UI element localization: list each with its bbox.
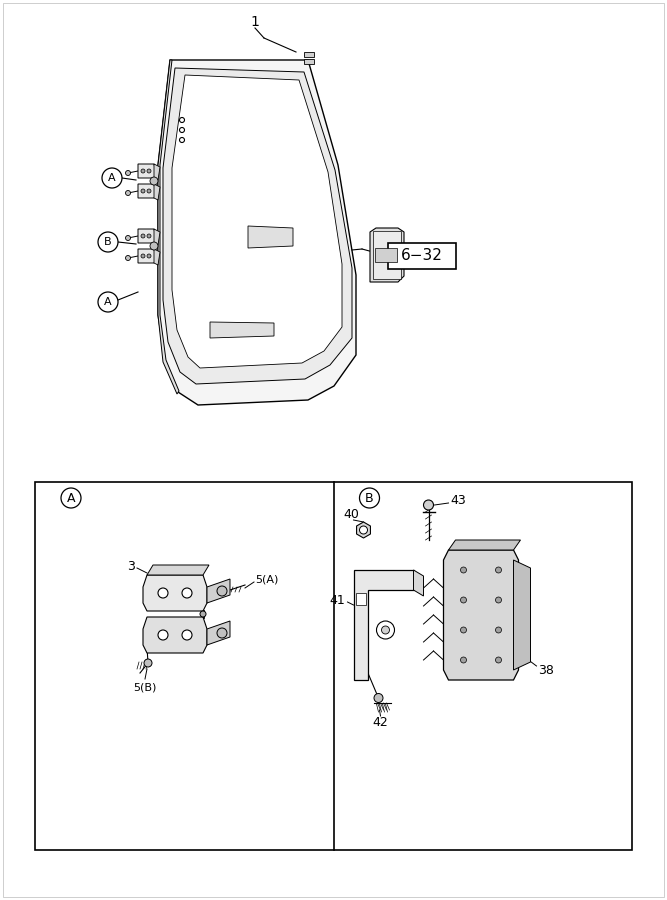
Polygon shape (357, 522, 370, 538)
Text: 41: 41 (329, 593, 346, 607)
Text: 38: 38 (538, 663, 554, 677)
Polygon shape (158, 60, 356, 405)
Text: B: B (366, 491, 374, 505)
Polygon shape (354, 570, 414, 680)
Text: 3: 3 (127, 561, 135, 573)
Circle shape (144, 659, 152, 667)
Polygon shape (158, 60, 179, 394)
Text: A: A (104, 297, 112, 307)
Circle shape (150, 242, 158, 250)
Circle shape (179, 138, 185, 142)
Bar (375, 248, 397, 262)
Circle shape (147, 254, 151, 258)
Circle shape (98, 292, 118, 312)
Circle shape (147, 189, 151, 193)
Circle shape (182, 588, 192, 598)
Circle shape (496, 597, 502, 603)
Circle shape (125, 236, 131, 240)
Circle shape (141, 254, 145, 258)
Polygon shape (207, 621, 230, 645)
Polygon shape (138, 249, 156, 263)
Circle shape (424, 500, 434, 510)
Circle shape (147, 169, 151, 173)
Bar (304, 59, 314, 64)
Circle shape (376, 621, 394, 639)
Circle shape (360, 488, 380, 508)
Circle shape (150, 177, 158, 185)
Polygon shape (143, 617, 207, 653)
Circle shape (382, 626, 390, 634)
Text: A: A (108, 173, 116, 183)
Circle shape (102, 168, 122, 188)
Polygon shape (138, 184, 156, 198)
Circle shape (125, 256, 131, 260)
Polygon shape (210, 322, 274, 338)
Circle shape (460, 597, 466, 603)
Text: 43: 43 (450, 494, 466, 508)
Polygon shape (448, 540, 520, 550)
Bar (356, 593, 366, 605)
Polygon shape (207, 579, 230, 603)
Circle shape (496, 567, 502, 573)
Polygon shape (154, 249, 160, 265)
Circle shape (61, 488, 81, 508)
Polygon shape (444, 550, 518, 680)
Circle shape (460, 657, 466, 663)
Circle shape (200, 611, 206, 617)
Circle shape (460, 627, 466, 633)
Circle shape (158, 588, 168, 598)
Circle shape (179, 128, 185, 132)
Circle shape (125, 170, 131, 176)
Text: 42: 42 (373, 716, 388, 728)
Circle shape (141, 169, 145, 173)
Circle shape (147, 234, 151, 238)
Text: 40: 40 (344, 508, 360, 520)
Bar (35, 482, 632, 850)
Circle shape (179, 118, 185, 122)
Circle shape (141, 189, 145, 193)
Polygon shape (147, 565, 209, 575)
Text: 6−32: 6−32 (401, 248, 443, 264)
Circle shape (374, 694, 383, 703)
Polygon shape (154, 184, 160, 200)
Circle shape (141, 234, 145, 238)
Text: A: A (67, 491, 75, 505)
Polygon shape (414, 570, 424, 596)
Polygon shape (248, 226, 293, 248)
Circle shape (360, 526, 368, 534)
Circle shape (460, 567, 466, 573)
Polygon shape (138, 164, 156, 178)
Polygon shape (143, 575, 207, 611)
Bar (373, 231, 401, 279)
Text: 1: 1 (251, 15, 259, 29)
Polygon shape (154, 164, 160, 180)
Circle shape (217, 628, 227, 638)
Polygon shape (138, 229, 156, 243)
Bar (304, 52, 314, 57)
Circle shape (98, 232, 118, 252)
Polygon shape (370, 228, 404, 282)
Circle shape (217, 586, 227, 596)
Polygon shape (163, 68, 352, 384)
Text: 5(B): 5(B) (133, 682, 157, 692)
Circle shape (125, 191, 131, 195)
Polygon shape (154, 229, 160, 245)
Bar (388, 243, 456, 269)
Polygon shape (514, 560, 530, 670)
Text: 5(A): 5(A) (255, 575, 278, 585)
Circle shape (496, 627, 502, 633)
Circle shape (496, 657, 502, 663)
Circle shape (182, 630, 192, 640)
Polygon shape (172, 75, 342, 368)
Text: B: B (104, 237, 112, 247)
Circle shape (158, 630, 168, 640)
